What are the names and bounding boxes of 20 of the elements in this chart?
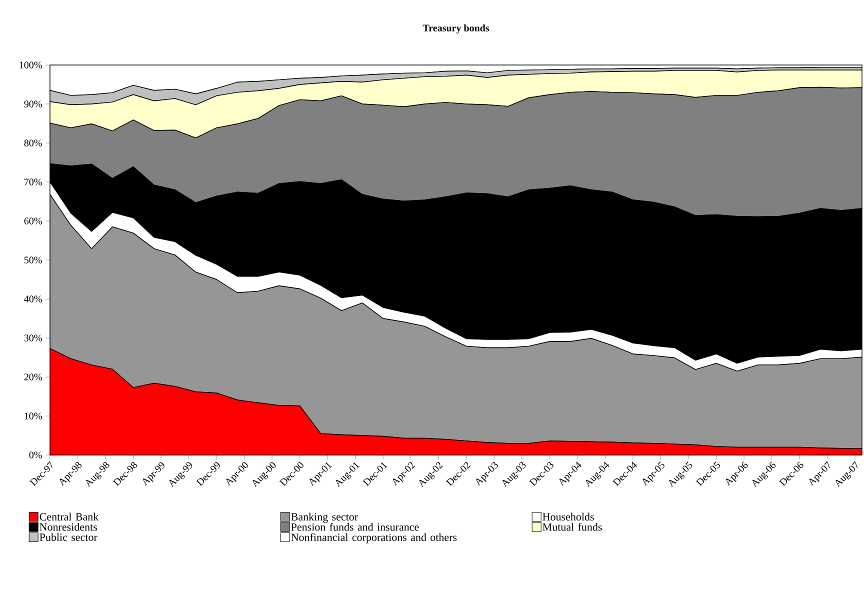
legend-label: Nonfinancial corporations and others (291, 533, 457, 544)
y-tick-label: 60% (24, 218, 42, 224)
y-tick-label: 10% (24, 412, 42, 420)
y-tick-label: 40% (24, 296, 42, 302)
legend-label: Public sector (40, 533, 98, 541)
legend-label: Nonresidents (40, 523, 97, 531)
legend-label: Mutual funds (542, 522, 602, 531)
y-tick-label: 50% (24, 256, 42, 264)
y-tick-label: 80% (24, 140, 42, 146)
legend-label: Central Bank (40, 512, 99, 521)
legend-label: Banking sector (291, 512, 358, 523)
chart-title: Treasury bonds (422, 24, 490, 34)
y-tick-label: 100% (20, 62, 42, 68)
y-tick-label: 90% (24, 100, 42, 108)
y-tick-label: 0% (29, 452, 42, 458)
legend-label: Pension funds and insurance (291, 522, 419, 531)
y-tick-label: 30% (24, 334, 42, 342)
y-tick-label: 70% (24, 178, 42, 186)
legend-label: Households (542, 512, 594, 521)
y-tick-label: 20% (24, 374, 42, 380)
